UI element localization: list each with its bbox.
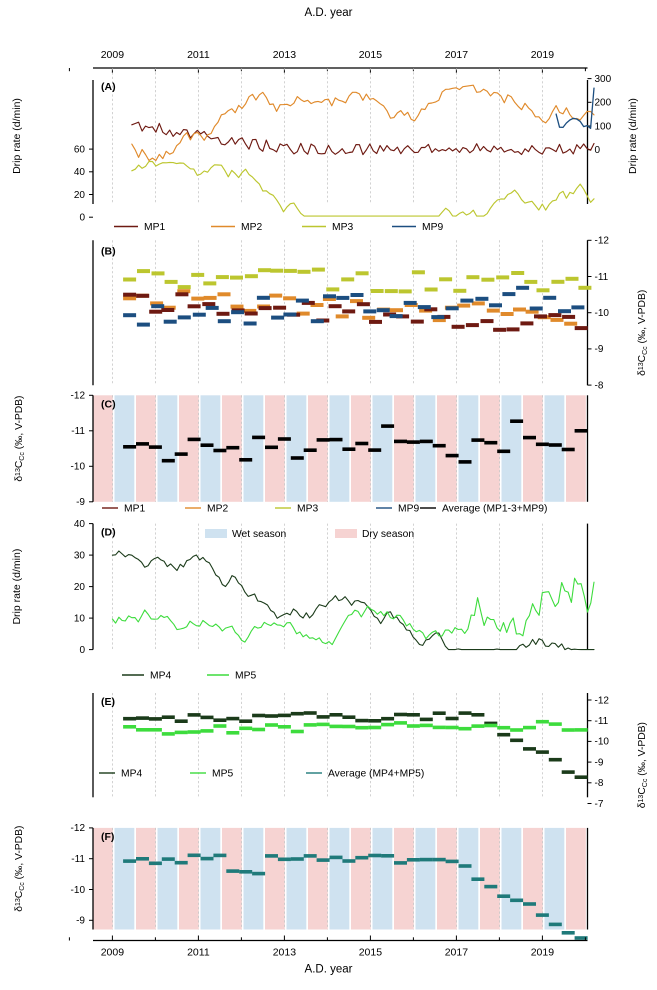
- svg-text:MP9: MP9: [398, 503, 419, 514]
- svg-text:MP2: MP2: [241, 222, 262, 233]
- svg-text:(B): (B): [101, 245, 116, 257]
- svg-text:-12: -12: [71, 391, 86, 402]
- svg-text:δ13CCc (‰, V-PDB): δ13CCc (‰, V-PDB): [637, 290, 649, 376]
- svg-text:MP1: MP1: [124, 503, 145, 514]
- svg-text:2013: 2013: [273, 49, 297, 61]
- svg-text:MP9: MP9: [422, 222, 443, 233]
- svg-text:Dry season: Dry season: [362, 529, 414, 540]
- svg-text:A.D. year: A.D. year: [305, 964, 353, 976]
- svg-text:Average (MP4+MP5): Average (MP4+MP5): [328, 768, 424, 779]
- svg-text:-8: -8: [595, 778, 604, 789]
- svg-text:A.D. year: A.D. year: [305, 7, 353, 19]
- svg-text:(A): (A): [101, 81, 116, 93]
- svg-text:MP3: MP3: [332, 222, 353, 233]
- svg-text:60: 60: [74, 144, 86, 155]
- svg-text:MP3: MP3: [297, 503, 318, 514]
- svg-text:δ13CCc (‰, V-PDB): δ13CCc (‰, V-PDB): [14, 826, 26, 912]
- svg-text:-12: -12: [595, 695, 610, 706]
- svg-text:2013: 2013: [273, 947, 297, 959]
- svg-text:2017: 2017: [445, 49, 469, 61]
- svg-text:2009: 2009: [101, 49, 125, 61]
- svg-text:2019: 2019: [531, 947, 555, 959]
- svg-text:0: 0: [79, 213, 85, 224]
- svg-text:0: 0: [79, 645, 85, 656]
- svg-text:(E): (E): [101, 696, 115, 708]
- svg-text:200: 200: [595, 98, 612, 109]
- svg-text:-9: -9: [76, 497, 85, 508]
- svg-text:MP4: MP4: [150, 670, 171, 681]
- svg-text:-12: -12: [595, 236, 610, 247]
- svg-text:30: 30: [74, 550, 86, 561]
- svg-text:40: 40: [74, 519, 86, 530]
- svg-text:20: 20: [74, 582, 86, 593]
- svg-text:2011: 2011: [187, 947, 210, 959]
- svg-text:δ13CCc (‰, V-PDB): δ13CCc (‰, V-PDB): [14, 396, 26, 482]
- svg-text:MP5: MP5: [212, 768, 233, 779]
- svg-text:MP4: MP4: [121, 768, 142, 779]
- svg-text:Drip rate (d/min): Drip rate (d/min): [11, 98, 23, 174]
- svg-text:2017: 2017: [445, 947, 469, 959]
- svg-text:10: 10: [74, 613, 86, 624]
- svg-text:Average (MP1-3+MP9): Average (MP1-3+MP9): [442, 503, 547, 514]
- svg-text:0: 0: [595, 145, 601, 156]
- svg-text:2011: 2011: [187, 49, 210, 61]
- svg-text:20: 20: [74, 190, 86, 201]
- svg-text:2015: 2015: [359, 947, 383, 959]
- svg-text:-12: -12: [71, 823, 86, 834]
- svg-text:MP5: MP5: [235, 670, 256, 681]
- svg-text:-9: -9: [595, 344, 604, 355]
- svg-text:300: 300: [595, 74, 612, 85]
- svg-text:2019: 2019: [531, 49, 555, 61]
- svg-text:(F): (F): [101, 831, 114, 843]
- svg-text:-9: -9: [76, 916, 85, 927]
- svg-text:-7: -7: [595, 799, 604, 810]
- svg-text:2009: 2009: [101, 947, 125, 959]
- svg-text:Wet season: Wet season: [232, 529, 286, 540]
- svg-text:-10: -10: [595, 308, 610, 319]
- svg-text:-8: -8: [595, 380, 604, 391]
- svg-text:Drip rate (d/min): Drip rate (d/min): [11, 549, 23, 625]
- svg-text:40: 40: [74, 167, 86, 178]
- svg-text:MP1: MP1: [144, 222, 165, 233]
- svg-text:-11: -11: [595, 716, 609, 727]
- svg-text:(C): (C): [101, 398, 116, 410]
- svg-text:(D): (D): [101, 527, 116, 539]
- svg-text:-10: -10: [595, 737, 610, 748]
- svg-text:-11: -11: [71, 426, 85, 437]
- svg-text:2015: 2015: [359, 49, 383, 61]
- svg-text:Drip rate (d/min): Drip rate (d/min): [627, 98, 639, 174]
- svg-text:-10: -10: [71, 462, 86, 473]
- svg-text:100: 100: [595, 121, 612, 132]
- svg-text:MP2: MP2: [207, 503, 228, 514]
- svg-text:-10: -10: [71, 885, 86, 896]
- svg-text:δ13CCc (‰, V-PDB): δ13CCc (‰, V-PDB): [637, 722, 649, 808]
- svg-text:-11: -11: [71, 854, 85, 865]
- svg-text:-11: -11: [595, 272, 609, 283]
- svg-text:-9: -9: [595, 757, 604, 768]
